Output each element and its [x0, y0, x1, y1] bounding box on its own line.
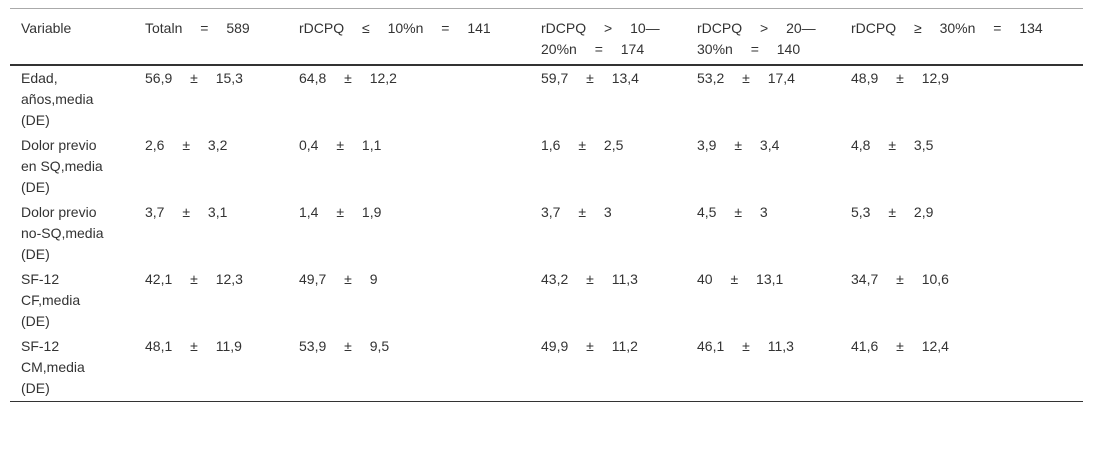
table-row: SF-12 CM,media (DE) 48,1 ± 11,9 53,9 ± 9,5…: [10, 334, 1083, 402]
table-cell: 59,7 ± 13,4: [541, 70, 639, 86]
table-cell: 3,7 ± 3,1: [145, 204, 228, 220]
table-cell: 53,2 ± 17,4: [697, 70, 795, 86]
table-container: Variable Totaln = 589 rDCPQ ≤ 10%n = 141 rD…: [10, 8, 1083, 402]
table-cell: 49,7 ± 9: [299, 271, 378, 287]
table-row: Edad, años,media (DE) 56,9 ± 15,3 64,8 ± 1…: [10, 65, 1083, 133]
table-header: Variable Totaln = 589 rDCPQ ≤ 10%n = 141 rD…: [10, 8, 1083, 65]
header-row: Variable Totaln = 589 rDCPQ ≤ 10%n = 141 rD…: [10, 8, 1083, 65]
table-cell: 4,5 ± 3: [697, 204, 768, 220]
header-cell: rDCPQ > 20—30%n = 140: [697, 20, 816, 57]
row-label: SF-12 CF,media (DE): [21, 271, 81, 329]
row-label: Dolor previo en SQ,media (DE): [21, 137, 103, 195]
table-cell: 34,7 ± 10,6: [851, 271, 949, 287]
table-cell: 2,6 ± 3,2: [145, 137, 228, 153]
header-cell: rDCPQ ≥ 30%n = 134: [851, 20, 1043, 36]
table-cell: 3,9 ± 3,4: [697, 137, 780, 153]
header-cell: Totaln = 589: [145, 20, 250, 36]
row-label: Edad, años,media (DE): [21, 70, 94, 128]
table-cell: 40 ± 13,1: [697, 271, 784, 287]
table-cell: 1,6 ± 2,5: [541, 137, 624, 153]
table-cell: 49,9 ± 11,2: [541, 338, 638, 354]
table-cell: 53,9 ± 9,5: [299, 338, 390, 354]
table-cell: 42,1 ± 12,3: [145, 271, 243, 287]
table-cell: 5,3 ± 2,9: [851, 204, 934, 220]
table-row: SF-12 CF,media (DE) 42,1 ± 12,3 49,7 ± 9 43…: [10, 267, 1083, 334]
table-cell: 1,4 ± 1,9: [299, 204, 382, 220]
table-cell: 48,9 ± 12,9: [851, 70, 949, 86]
header-cell: rDCPQ ≤ 10%n = 141: [299, 20, 491, 36]
table-row: Dolor previo no-SQ,media (DE) 3,7 ± 3,1 1,…: [10, 200, 1083, 267]
table-cell: 4,8 ± 3,5: [851, 137, 934, 153]
table-cell: 64,8 ± 12,2: [299, 70, 397, 86]
row-label: Dolor previo no-SQ,media (DE): [21, 204, 104, 262]
table-cell: 48,1 ± 11,9: [145, 338, 242, 354]
data-table: Variable Totaln = 589 rDCPQ ≤ 10%n = 141 rD…: [10, 8, 1083, 402]
table-row: Dolor previo en SQ,media (DE) 2,6 ± 3,2 0,…: [10, 133, 1083, 200]
table-cell: 41,6 ± 12,4: [851, 338, 949, 354]
table-cell: 3,7 ± 3: [541, 204, 612, 220]
header-cell: rDCPQ > 10—20%n = 174: [541, 20, 660, 57]
table-cell: 0,4 ± 1,1: [299, 137, 382, 153]
table-cell: 46,1 ± 11,3: [697, 338, 794, 354]
table-body: Edad, años,media (DE) 56,9 ± 15,3 64,8 ± 1…: [10, 65, 1083, 402]
table-cell: 43,2 ± 11,3: [541, 271, 638, 287]
table-cell: 56,9 ± 15,3: [145, 70, 243, 86]
header-cell: Variable: [21, 20, 72, 36]
row-label: SF-12 CM,media (DE): [21, 338, 85, 396]
